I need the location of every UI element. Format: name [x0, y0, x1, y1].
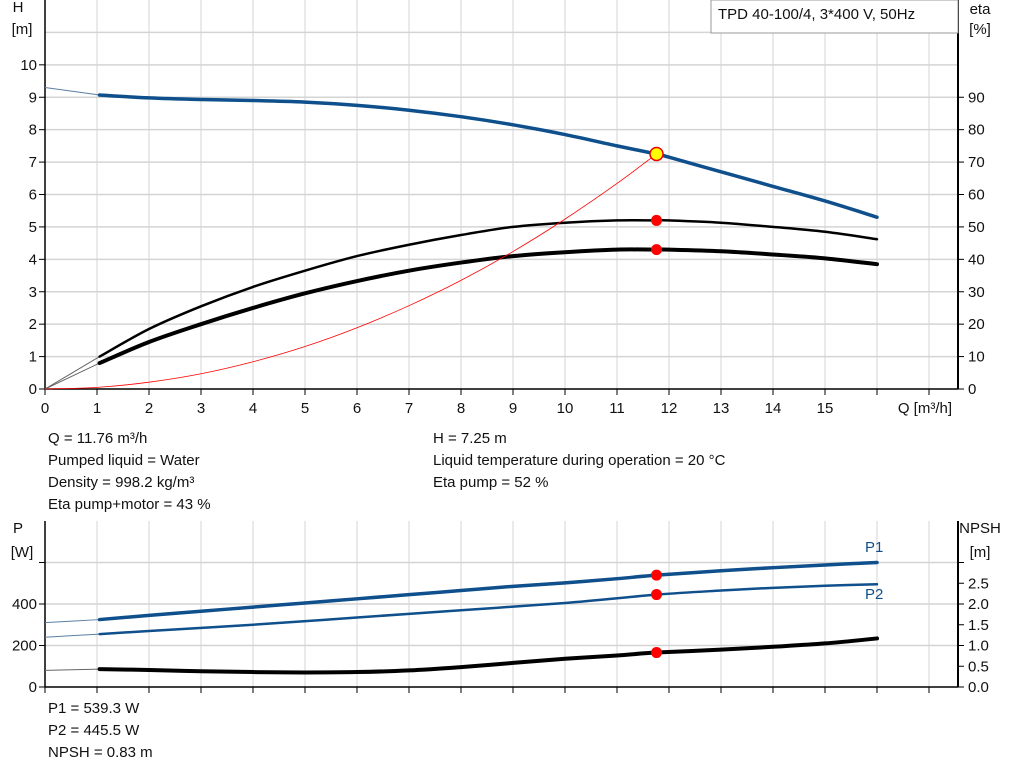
series-line-npsh: [97, 636, 879, 675]
y-tick-label: 0: [29, 381, 37, 398]
info-right: H = 7.25 m Liquid temperature during ope…: [433, 428, 725, 494]
y2-tick-label: 50: [968, 219, 985, 236]
x-tick-label: 8: [457, 400, 465, 417]
y2-tick-label: 1.5: [968, 617, 989, 634]
y2-tick-label: 1.0: [968, 638, 989, 655]
x-tick-label: 15: [817, 400, 834, 417]
y-axis-label: P: [13, 520, 23, 537]
info-h: H = 7.25 m: [433, 430, 507, 447]
y2-tick-label: 2.0: [968, 596, 989, 613]
x-tick-label: 7: [405, 400, 413, 417]
operating-point-p2: [651, 589, 663, 601]
series-line-eta-pump-extrapolated: [44, 356, 100, 390]
info-eta-pump: Eta pump = 52 %: [433, 474, 549, 491]
chart-title: TPD 40-100/4, 3*400 V, 50Hz: [718, 6, 915, 23]
y2-tick-label: 10: [968, 349, 985, 366]
x-tick-label: 9: [509, 400, 517, 417]
info-density: Density = 998.2 kg/m³: [48, 474, 195, 491]
y-tick-label: 10: [20, 57, 37, 74]
y2-axis-label: NPSH: [959, 520, 1001, 537]
info-eta-pump-motor: Eta pump+motor = 43 %: [48, 496, 211, 513]
title-box: [710, 0, 959, 34]
series-line-eta-pump: [98, 219, 879, 358]
info-p2: P2 = 445.5 W: [48, 722, 140, 739]
y-tick-label: 1: [29, 349, 37, 366]
x-tick-label: 11: [609, 400, 625, 417]
operating-point-eta-pump: [651, 214, 663, 226]
series-line-p1-extrapolated: [44, 619, 100, 624]
x-tick-label: 0: [41, 400, 49, 417]
series-line-eta-pump-motor: [97, 247, 879, 366]
y2-axis-unit: [m]: [970, 544, 991, 561]
info-temperature: Liquid temperature during operation = 20…: [433, 452, 726, 469]
y-tick-label: 7: [29, 154, 37, 171]
y2-tick-label: 60: [968, 187, 985, 204]
x-tick-label: 5: [301, 400, 309, 417]
y-tick-label: 6: [29, 187, 37, 204]
y2-tick-label: 0: [968, 381, 976, 398]
series-line-p2: [98, 583, 879, 636]
y-tick-label: 2: [29, 316, 37, 333]
x-tick-label: 3: [197, 400, 205, 417]
y2-tick-label: 90: [968, 89, 985, 106]
x-tick-label: 6: [353, 400, 361, 417]
y2-tick-label: 30: [968, 284, 985, 301]
series-line-p1: [97, 560, 879, 622]
x-tick-label: 4: [249, 400, 257, 417]
y-tick-label: 9: [29, 89, 37, 106]
info-p1: P1 = 539.3 W: [48, 700, 140, 717]
y-axis-label: H: [13, 0, 24, 16]
series-line-system-curve: [44, 153, 657, 390]
x-tick-label: 12: [661, 400, 678, 417]
operating-point-npsh: [651, 647, 663, 659]
y2-tick-label: 70: [968, 154, 985, 171]
operating-point-p1: [651, 569, 663, 581]
series-line-npsh-extrapolated: [44, 668, 100, 671]
info-liquid: Pumped liquid = Water: [48, 452, 200, 469]
info-left: Q = 11.76 m³/h Pumped liquid = Water Den…: [48, 428, 211, 516]
y2-tick-label: 40: [968, 251, 985, 268]
series-line-p2-extrapolated: [44, 633, 100, 638]
series-label-p1: P1: [865, 539, 883, 556]
y2-axis-label: eta: [970, 1, 992, 18]
y-axis-unit: [W]: [11, 544, 34, 561]
y2-axis-unit: [%]: [969, 21, 991, 38]
x-tick-label: 2: [145, 400, 153, 417]
y-tick-label: 0: [29, 679, 37, 696]
y2-tick-label: 2.5: [968, 575, 989, 592]
x-tick-label: 10: [557, 400, 574, 417]
info-q: Q = 11.76 m³/h: [48, 430, 148, 447]
x-tick-label: 14: [765, 400, 782, 417]
x-tick-label: 1: [93, 400, 101, 417]
y2-tick-label: 80: [968, 122, 985, 139]
info-npsh: NPSH = 0.83 m: [48, 744, 153, 761]
y-tick-label: 8: [29, 122, 37, 139]
series-line-h-extrapolated: [44, 87, 100, 96]
y-tick-label: 5: [29, 219, 37, 236]
info-bottom: P1 = 539.3 W P2 = 445.5 W NPSH = 0.83 m: [48, 698, 153, 764]
x-tick-label: 13: [713, 400, 730, 417]
y2-tick-label: 0.5: [968, 658, 989, 675]
operating-point-h: [649, 146, 664, 162]
y-axis-unit: [m]: [12, 21, 33, 38]
series-line-h: [97, 93, 879, 219]
series-label-p2: P2: [865, 586, 883, 603]
y-tick-label: 3: [29, 284, 37, 301]
y-tick-label: 200: [12, 638, 37, 655]
y2-tick-label: 20: [968, 316, 985, 333]
y-tick-label: 400: [12, 596, 37, 613]
x-axis-label: Q [m³/h]: [898, 400, 952, 417]
series-line-eta-pump-motor-extrapolated: [44, 362, 100, 390]
y2-tick-label: 0.0: [968, 679, 989, 696]
y-tick-label: 4: [29, 251, 37, 268]
operating-point-eta-pump-motor: [651, 244, 663, 256]
